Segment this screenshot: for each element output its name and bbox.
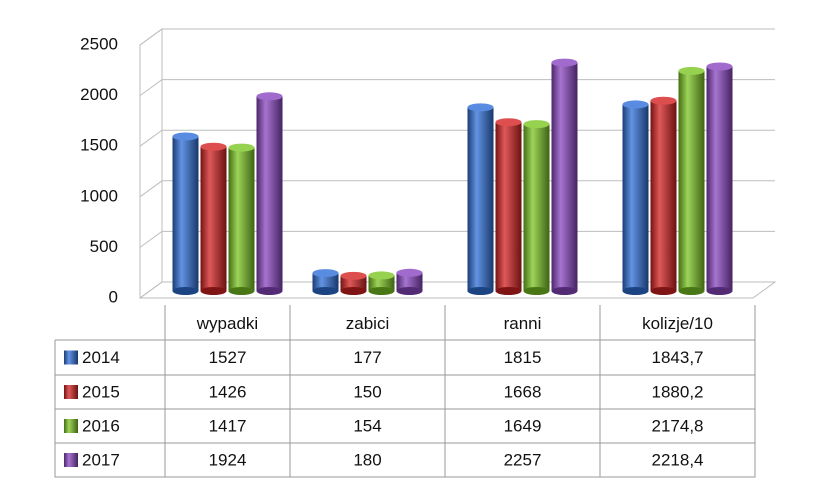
bar-top [678, 66, 705, 75]
table-value: 1527 [209, 348, 247, 367]
bar-top [706, 62, 733, 71]
table-value: 154 [353, 416, 381, 435]
table-value: 2174,8 [652, 416, 704, 435]
bar [172, 136, 199, 291]
table-value: 150 [353, 382, 381, 401]
table-value: 1843,7 [652, 348, 704, 367]
bar-base [228, 287, 255, 295]
bar-top [228, 143, 255, 152]
bar [678, 70, 705, 291]
legend-swatch [64, 385, 78, 399]
bar-base [396, 287, 423, 295]
bar-top [172, 132, 199, 141]
bar [467, 107, 494, 292]
legend-swatch [64, 419, 78, 433]
grid-line [139, 28, 775, 46]
bar [495, 122, 522, 292]
bar-base [368, 287, 395, 295]
bar [256, 96, 283, 291]
bar [523, 124, 550, 291]
bar-top [467, 103, 494, 112]
bar-base [312, 287, 339, 295]
bar [622, 104, 649, 291]
table-value: 1417 [209, 416, 247, 435]
bar-base [467, 287, 494, 295]
legend-label: 2014 [82, 348, 120, 367]
legend-swatch [64, 453, 78, 467]
table-value: 177 [353, 348, 381, 367]
bar-top [495, 118, 522, 127]
bar [650, 100, 677, 292]
bar-base [706, 287, 733, 295]
table-value: 1815 [504, 348, 542, 367]
bar [551, 62, 578, 291]
x-tick-label: ranni [504, 314, 542, 333]
table-value: 1668 [504, 382, 542, 401]
legend-label: 2017 [82, 450, 120, 469]
bar [706, 66, 733, 291]
y-tick-label: 1000 [80, 186, 118, 205]
bar-top [551, 58, 578, 67]
bar-base [340, 287, 367, 295]
bar [312, 273, 339, 291]
bar [368, 275, 395, 291]
bar-base [256, 287, 283, 295]
bar-base [650, 287, 677, 295]
axis-wall [139, 28, 163, 299]
x-tick-label: zabici [346, 314, 389, 333]
y-tick-label: 0 [109, 287, 118, 306]
bar-base [622, 287, 649, 295]
x-tick-label: wypadki [196, 314, 258, 333]
bar-base [678, 287, 705, 295]
table-value: 2257 [504, 450, 542, 469]
bar-base [551, 287, 578, 295]
bar-top [622, 100, 649, 109]
bar-top [650, 96, 677, 105]
bar-base [172, 287, 199, 295]
bar [396, 272, 423, 291]
bar-base [200, 287, 227, 295]
y-tick-label: 1500 [80, 136, 118, 155]
legend-label: 2016 [82, 416, 120, 435]
bar [200, 146, 227, 291]
bar [340, 275, 367, 291]
bar [228, 147, 255, 291]
legend-label: 2015 [82, 382, 120, 401]
bar-top [368, 271, 395, 280]
legend-swatch [64, 350, 78, 365]
table-value: 180 [353, 450, 381, 469]
table-value: 2218,4 [652, 450, 704, 469]
table-value: 1880,2 [652, 382, 704, 401]
y-tick-label: 2500 [80, 34, 118, 53]
bar-top [256, 92, 283, 101]
table-value: 1649 [504, 416, 542, 435]
y-tick-label: 500 [90, 237, 118, 256]
bar-top [200, 142, 227, 151]
bar-top [523, 120, 550, 129]
bar-top [340, 271, 367, 280]
y-tick-label: 2000 [80, 85, 118, 104]
bar-top [396, 268, 423, 277]
table-value: 1924 [209, 450, 247, 469]
x-tick-label: kolizje/10 [642, 314, 713, 333]
bar-top [312, 269, 339, 278]
table-value: 1426 [209, 382, 247, 401]
bar-base [523, 287, 550, 295]
bar-base [495, 287, 522, 295]
